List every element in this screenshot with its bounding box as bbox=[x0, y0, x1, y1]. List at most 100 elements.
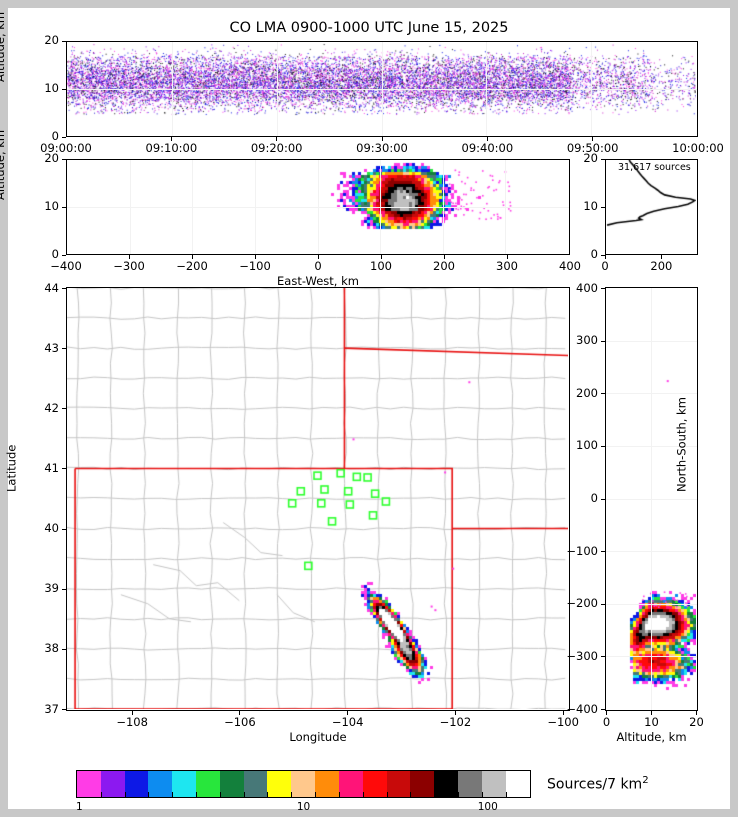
tick-label: 09:20:00 bbox=[250, 141, 303, 155]
tick-label: 10 bbox=[644, 715, 659, 729]
colorbar-minor-tick bbox=[434, 792, 436, 797]
tick-label: 10 bbox=[44, 199, 59, 213]
tick-mark bbox=[443, 255, 445, 259]
map-ylabel: Latitude bbox=[4, 444, 19, 492]
tick-label: 200 bbox=[650, 259, 673, 273]
tick-label: −108 bbox=[116, 715, 148, 729]
tick-label: 20 bbox=[44, 33, 59, 47]
tick-label: −106 bbox=[224, 715, 256, 729]
altitude-histogram-panel[interactable]: 31,617 sources bbox=[605, 159, 698, 255]
colorbar-swatch[interactable] bbox=[219, 771, 245, 797]
tick-mark bbox=[506, 255, 508, 259]
colorbar-swatch[interactable] bbox=[291, 771, 316, 797]
tick-label: 0 bbox=[602, 715, 611, 729]
tick-label: −200 bbox=[176, 259, 208, 273]
colorbar-swatch[interactable] bbox=[386, 771, 411, 797]
tick-mark bbox=[380, 255, 382, 259]
tick-label: −400 bbox=[50, 259, 82, 273]
colorbar-swatch[interactable] bbox=[410, 771, 435, 797]
colorbar-swatch[interactable] bbox=[362, 771, 387, 797]
tick-label: 0 bbox=[51, 129, 59, 143]
tick-label: −400 bbox=[566, 701, 598, 716]
colorbar[interactable] bbox=[76, 770, 531, 798]
east-west-ylabel: Altitude, km bbox=[0, 129, 7, 200]
tick-mark bbox=[601, 254, 605, 256]
colorbar-swatch[interactable] bbox=[315, 771, 340, 797]
time-height-ylabel: Altitude, km bbox=[0, 11, 7, 82]
north-south-height-panel[interactable] bbox=[605, 287, 698, 711]
colorbar-minor-tick bbox=[386, 792, 388, 797]
gridline bbox=[129, 160, 131, 254]
colorbar-minor-tick bbox=[172, 792, 174, 797]
colorbar-minor-tick bbox=[124, 792, 126, 797]
colorbar-swatch[interactable] bbox=[124, 771, 149, 797]
tick-mark bbox=[62, 588, 66, 590]
colorbar-minor-tick bbox=[410, 792, 412, 797]
north-south-xlabel: Altitude, km bbox=[616, 730, 687, 744]
tick-label: 09:10:00 bbox=[145, 141, 198, 155]
colorbar-title: Sources/7 km2 bbox=[547, 775, 649, 793]
colorbar-minor-tick bbox=[100, 792, 102, 797]
tick-mark bbox=[62, 348, 66, 350]
colorbar-minor-tick bbox=[457, 792, 459, 797]
colorbar-swatch[interactable] bbox=[267, 771, 292, 797]
tick-mark bbox=[62, 709, 66, 710]
colorbar-swatch[interactable] bbox=[243, 771, 268, 797]
colorbar-minor-tick bbox=[291, 792, 293, 797]
tick-label: −104 bbox=[331, 715, 364, 729]
tick-label: −102 bbox=[439, 715, 472, 729]
tick-label: 400 bbox=[559, 259, 581, 273]
colorbar-swatch[interactable] bbox=[505, 771, 530, 797]
tick-mark bbox=[592, 137, 594, 141]
tick-mark bbox=[62, 158, 66, 160]
tick-label: 20 bbox=[689, 715, 704, 729]
tick-label: 0 bbox=[601, 259, 609, 273]
colorbar-swatch[interactable] bbox=[196, 771, 221, 797]
colorbar-swatch[interactable] bbox=[148, 771, 173, 797]
tick-mark bbox=[62, 528, 66, 530]
tick-label: 38 bbox=[44, 641, 59, 656]
tick-mark bbox=[601, 393, 605, 395]
colorbar-minor-tick bbox=[315, 792, 317, 797]
colorbar-minor-tick bbox=[243, 792, 245, 797]
tick-mark bbox=[601, 206, 605, 208]
tick-label: 200 bbox=[576, 385, 598, 400]
time-height-panel[interactable] bbox=[66, 41, 698, 137]
tick-mark bbox=[347, 711, 349, 715]
tick-mark bbox=[276, 137, 278, 141]
tick-mark bbox=[601, 709, 605, 710]
tick-label: 37 bbox=[44, 701, 59, 716]
tick-label: −100 bbox=[239, 259, 271, 273]
colorbar-swatch[interactable] bbox=[481, 771, 506, 797]
tick-label: 200 bbox=[433, 259, 455, 273]
tick-label: 400 bbox=[576, 280, 598, 295]
tick-mark bbox=[62, 40, 66, 42]
plan-view-map-panel[interactable] bbox=[66, 287, 570, 711]
tick-mark bbox=[62, 254, 66, 256]
gridline bbox=[651, 288, 652, 710]
colorbar-swatch[interactable] bbox=[338, 771, 364, 797]
tick-label: 09:00:00 bbox=[40, 141, 92, 155]
tick-mark bbox=[601, 498, 605, 500]
tick-label: 300 bbox=[576, 333, 598, 348]
colorbar-title-exponent: 2 bbox=[642, 775, 649, 786]
east-west-xlabel: East-West, km bbox=[277, 274, 359, 288]
tick-label: −100 bbox=[547, 715, 579, 729]
tick-label: 10:00:00 bbox=[672, 141, 724, 155]
tick-mark bbox=[601, 340, 605, 342]
colorbar-swatch[interactable] bbox=[172, 771, 197, 797]
colorbar-swatch[interactable] bbox=[100, 771, 125, 797]
colorbar-tick-label: 100 bbox=[477, 801, 498, 813]
gridline bbox=[381, 42, 383, 136]
colorbar-swatch[interactable] bbox=[77, 771, 102, 797]
tick-label: −300 bbox=[566, 648, 598, 663]
tick-mark bbox=[601, 445, 605, 447]
colorbar-tick-label: 1 bbox=[76, 801, 83, 813]
gridline bbox=[192, 160, 194, 254]
east-west-height-panel[interactable] bbox=[66, 159, 570, 255]
colorbar-swatch[interactable] bbox=[457, 771, 483, 797]
tick-label: 40 bbox=[44, 521, 59, 536]
tick-mark bbox=[62, 136, 66, 138]
colorbar-swatch[interactable] bbox=[434, 771, 459, 797]
tick-label: 20 bbox=[583, 151, 598, 165]
